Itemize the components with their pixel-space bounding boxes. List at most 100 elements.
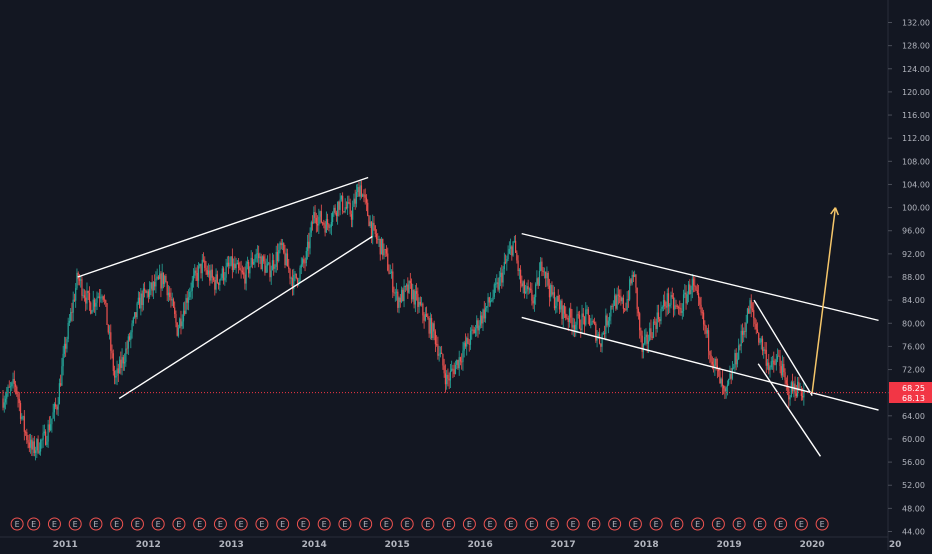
candle-body (690, 289, 692, 295)
candle-body (110, 332, 112, 351)
candle-body (273, 260, 275, 269)
candle-body (682, 294, 685, 311)
candle-body (120, 359, 122, 368)
candle-body (21, 417, 23, 419)
candle-body (442, 354, 444, 366)
candle-body (8, 386, 10, 388)
event-marker-label: E (280, 520, 285, 529)
candle-body (600, 343, 602, 347)
candle-body (710, 355, 712, 362)
candle-body (328, 224, 330, 228)
x-tick-label: 2019 (717, 540, 742, 550)
candle-body (720, 378, 722, 384)
event-marker (27, 517, 41, 531)
candle-body (160, 273, 162, 289)
candle-body (344, 207, 346, 212)
candle-body (327, 219, 329, 225)
candle-body (52, 412, 54, 419)
candle-body (38, 451, 40, 453)
candle-body (19, 403, 22, 419)
candle-body (729, 373, 731, 380)
event-marker (234, 517, 248, 531)
candle-body (118, 359, 121, 374)
candle-body (221, 268, 223, 278)
candle-body (431, 318, 433, 339)
candle-body (349, 202, 351, 215)
event-marker-label: E (716, 520, 721, 529)
candle-body (100, 297, 102, 299)
x-tick-label: 20 (889, 540, 902, 550)
candle-body (26, 432, 28, 440)
candle-body (339, 199, 341, 210)
candle-body (298, 279, 300, 283)
candle-body (343, 211, 345, 213)
candle-body (113, 370, 116, 378)
candle-body (423, 315, 425, 321)
candle-body (397, 291, 399, 308)
candle-body (566, 317, 568, 319)
candle-body (314, 212, 316, 218)
event-marker (193, 517, 207, 531)
candle-body (779, 356, 781, 367)
candle-body (709, 351, 711, 356)
candle-body (548, 285, 551, 298)
candle-body (751, 308, 754, 311)
x-axis[interactable]: 2011 2012 2013 2014 2015 2016 2017 2018 2019 2020… (0, 536, 902, 550)
event-marker (774, 517, 788, 531)
candle-body (502, 269, 504, 283)
candle-body (730, 373, 732, 379)
candle-body (504, 261, 507, 263)
candle-body (37, 439, 39, 453)
event-marker-label: E (93, 520, 98, 529)
candle-body (694, 285, 696, 287)
candle-body (459, 357, 462, 362)
candle-body (629, 279, 631, 300)
candle-body (538, 270, 541, 286)
candle-body (515, 240, 517, 253)
candle-body (225, 266, 227, 278)
candle-body (771, 360, 774, 362)
candle-body (55, 403, 57, 407)
y-tick-label: 60.00 (902, 435, 925, 444)
candle-body (586, 309, 588, 311)
candle-body (157, 276, 160, 279)
event-marker (691, 517, 705, 531)
candle-body (196, 272, 198, 281)
candle-body (476, 320, 478, 329)
candle-body (46, 441, 48, 445)
candle-body (57, 404, 59, 410)
candle-body (288, 266, 290, 269)
candle-body (399, 297, 401, 303)
candle-body (230, 256, 232, 266)
candle-body (674, 305, 676, 310)
event-marker-label: E (197, 520, 202, 529)
candle-body (545, 271, 547, 279)
event-marker-label: E (488, 520, 493, 529)
candle-body (149, 288, 151, 297)
candle-body (96, 297, 98, 303)
candle-body (231, 256, 233, 271)
candle-body (625, 309, 627, 311)
candle-body (293, 275, 295, 289)
candle-body (126, 348, 128, 350)
candle-body (724, 388, 726, 392)
candle-body (281, 243, 284, 246)
candle-body (279, 242, 281, 251)
candle-body (62, 353, 64, 367)
candle-body (708, 330, 710, 352)
candle-body (444, 373, 447, 385)
candle-body (785, 380, 787, 384)
candle-body (325, 219, 327, 233)
event-marker-label: E (633, 520, 638, 529)
candle-body (285, 253, 287, 266)
candle-body (580, 328, 582, 330)
candle-body (447, 374, 449, 379)
event-marker-label: E (52, 520, 57, 529)
candle-body (692, 278, 695, 286)
event-marker (545, 517, 559, 531)
x-tick-label: 2016 (468, 540, 493, 550)
candle-body (493, 284, 495, 297)
y-axis[interactable]: 44.0048.0052.0056.0060.0064.0068.0072.00… (887, 0, 932, 550)
